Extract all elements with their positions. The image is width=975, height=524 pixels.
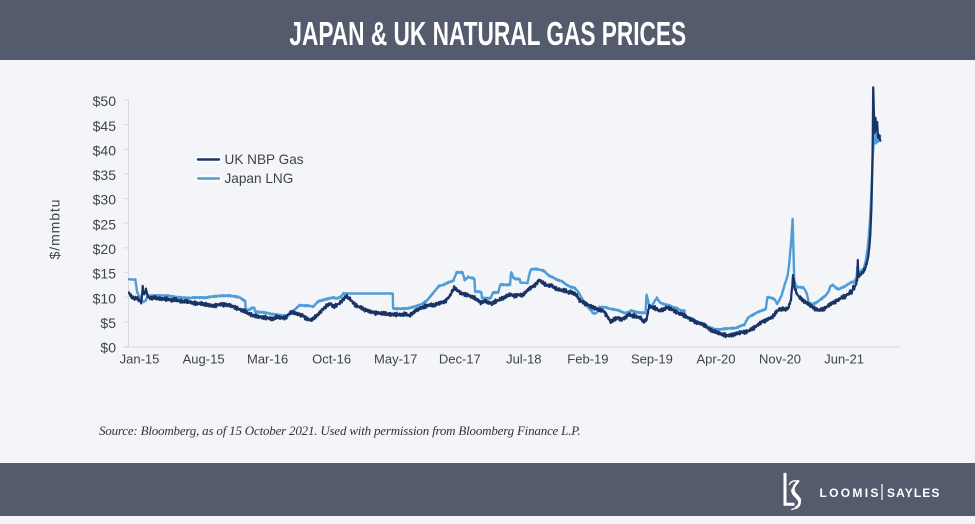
svg-text:$25: $25 — [93, 216, 117, 232]
svg-text:$50: $50 — [93, 93, 117, 109]
svg-text:Oct-16: Oct-16 — [312, 352, 351, 367]
svg-text:UK NBP Gas: UK NBP Gas — [225, 152, 304, 167]
svg-text:Japan LNG: Japan LNG — [225, 171, 294, 186]
svg-text:Sep-19: Sep-19 — [631, 352, 673, 367]
svg-text:$5: $5 — [100, 315, 116, 331]
svg-text:Mar-16: Mar-16 — [247, 352, 288, 367]
svg-text:$45: $45 — [93, 118, 117, 134]
svg-text:$0: $0 — [100, 340, 116, 356]
svg-text:Jan-15: Jan-15 — [120, 352, 160, 367]
svg-text:May-17: May-17 — [374, 352, 417, 367]
svg-text:$40: $40 — [93, 142, 117, 158]
svg-text:Nov-20: Nov-20 — [759, 352, 801, 367]
svg-text:Apr-20: Apr-20 — [696, 352, 735, 367]
svg-text:$20: $20 — [93, 241, 117, 257]
svg-text:$/mmbtu: $/mmbtu — [47, 199, 63, 260]
svg-text:Aug-15: Aug-15 — [183, 352, 225, 367]
svg-text:$35: $35 — [93, 167, 117, 183]
svg-text:$15: $15 — [93, 266, 117, 282]
svg-text:Jul-18: Jul-18 — [506, 352, 541, 367]
svg-text:Feb-19: Feb-19 — [567, 352, 608, 367]
svg-text:$30: $30 — [93, 192, 117, 208]
svg-text:Dec-17: Dec-17 — [439, 352, 481, 367]
svg-text:$10: $10 — [93, 290, 117, 306]
svg-text:Jun-21: Jun-21 — [824, 352, 864, 367]
